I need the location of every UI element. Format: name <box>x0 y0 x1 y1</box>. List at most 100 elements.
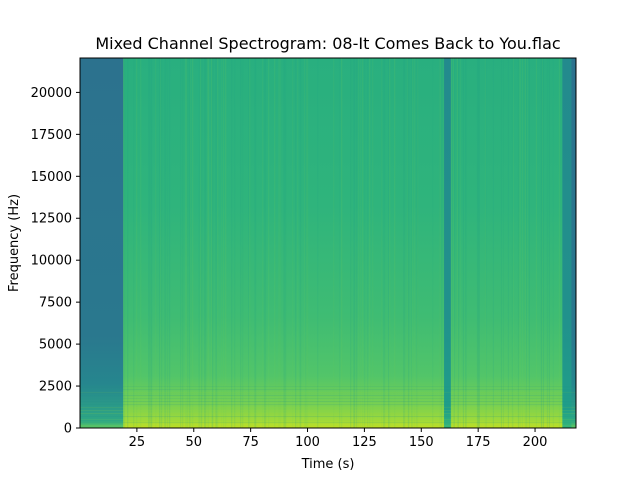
x-axis: 25 50 75 100 125 150 175 200 <box>129 428 547 450</box>
spectrogram-column <box>295 58 297 428</box>
spectrogram-column <box>212 58 214 428</box>
spectrogram-region-5 <box>571 58 576 428</box>
y-tick-label: 17500 <box>31 128 72 143</box>
spectrogram-band <box>80 401 576 403</box>
spectrogram-column <box>161 58 163 428</box>
spectrogram-column <box>292 58 294 428</box>
spectrogram-column <box>411 58 413 428</box>
spectrogram-column <box>155 58 157 428</box>
plot-frame <box>79 57 577 429</box>
spectrogram-column <box>356 58 358 428</box>
spectrogram-column <box>517 58 519 428</box>
spectrogram-column <box>299 58 301 428</box>
spectrogram-column <box>279 58 281 428</box>
spectrogram-column <box>367 58 369 428</box>
spectrogram-column <box>160 58 162 428</box>
spectrogram-column <box>525 58 527 428</box>
spectrogram-column <box>542 58 544 428</box>
spectrogram-column <box>254 58 256 428</box>
spectrogram-column <box>341 58 343 428</box>
spectrogram-column <box>360 58 362 428</box>
spectrogram-column <box>185 58 187 428</box>
spectrogram-band <box>80 389 576 391</box>
spectrogram-column <box>502 58 504 428</box>
spectrogram-column <box>231 58 233 428</box>
y-tick-label: 2500 <box>39 380 72 395</box>
spectrogram-column <box>333 58 335 428</box>
spectrogram-column <box>492 58 494 428</box>
spectrogram-column <box>211 58 213 428</box>
spectrogram-column <box>186 58 188 428</box>
spectrogram-column <box>408 58 410 428</box>
spectrogram-column <box>439 58 441 428</box>
spectrogram-column <box>285 58 287 428</box>
y-axis: 0 2500 5000 7500 10000 12500 15000 17500 20000 <box>31 86 80 437</box>
spectrogram-region-0 <box>80 58 124 428</box>
spectrogram-column <box>353 58 355 428</box>
spectrogram-column <box>221 58 223 428</box>
spectrogram-column <box>284 58 286 428</box>
spectrogram-column <box>350 58 352 428</box>
spectrogram-column <box>149 58 151 428</box>
spectrogram-column <box>216 58 218 428</box>
spectrogram-column <box>306 58 308 428</box>
spectrogram-column <box>412 58 414 428</box>
spectrogram-region-1 <box>123 58 445 428</box>
spectrogram-column <box>262 58 264 428</box>
spectrogram-column <box>159 58 161 428</box>
spectrogram-column <box>249 58 251 428</box>
spectrogram-column <box>519 58 521 428</box>
spectrogram-column <box>540 58 542 428</box>
spectrogram-column <box>278 58 280 428</box>
spectrogram-column <box>123 58 125 428</box>
spectrogram-column <box>452 58 454 428</box>
spectrogram-column <box>548 58 550 428</box>
spectrogram-column <box>164 58 166 428</box>
spectrogram-column <box>512 58 514 428</box>
spectrogram-column <box>297 58 299 428</box>
y-tick-label: 5000 <box>39 338 72 353</box>
spectrogram-column <box>190 58 192 428</box>
x-tick-label: 125 <box>352 435 377 450</box>
spectrogram-column <box>225 58 227 428</box>
spectrogram-column <box>364 58 366 428</box>
spectrogram-column <box>477 58 479 428</box>
spectrogram-column <box>389 58 391 428</box>
spectrogram-column <box>127 58 129 428</box>
spectrogram-column <box>384 58 386 428</box>
spectrogram-column <box>500 58 502 428</box>
spectrogram-column <box>182 58 184 428</box>
spectrogram-column <box>265 58 267 428</box>
spectrogram-column <box>369 58 371 428</box>
x-tick-label: 150 <box>409 435 434 450</box>
spectrogram-column <box>151 58 153 428</box>
y-tick-label: 12500 <box>31 212 72 227</box>
spectrogram-column <box>558 58 560 428</box>
spectrogram-column <box>204 58 206 428</box>
spectrogram-column <box>240 58 242 428</box>
spectrogram-column <box>124 58 126 428</box>
spectrogram-column <box>521 58 523 428</box>
spectrogram-band <box>80 407 576 409</box>
spectrogram-column <box>456 58 458 428</box>
spectrogram-column <box>511 58 513 428</box>
spectrogram-column <box>201 58 203 428</box>
spectrogram-column <box>518 58 520 428</box>
spectrogram-column <box>484 58 486 428</box>
y-axis-label: Frequency (Hz) <box>7 194 22 292</box>
spectrogram-region-3 <box>450 58 563 428</box>
x-tick-label: 75 <box>242 435 259 450</box>
spectrogram-band <box>80 410 576 412</box>
spectrogram-column <box>432 58 434 428</box>
spectrogram-column <box>478 58 480 428</box>
spectrogram-column <box>136 58 138 428</box>
spectrogram-column <box>417 58 419 428</box>
spectrogram-band <box>80 419 576 421</box>
spectrogram-column <box>524 58 526 428</box>
y-tick-label: 10000 <box>31 254 72 269</box>
spectrogram-column <box>199 58 201 428</box>
spectrogram-column <box>404 58 406 428</box>
spectrogram-column <box>205 58 207 428</box>
spectrogram-column <box>305 58 307 428</box>
